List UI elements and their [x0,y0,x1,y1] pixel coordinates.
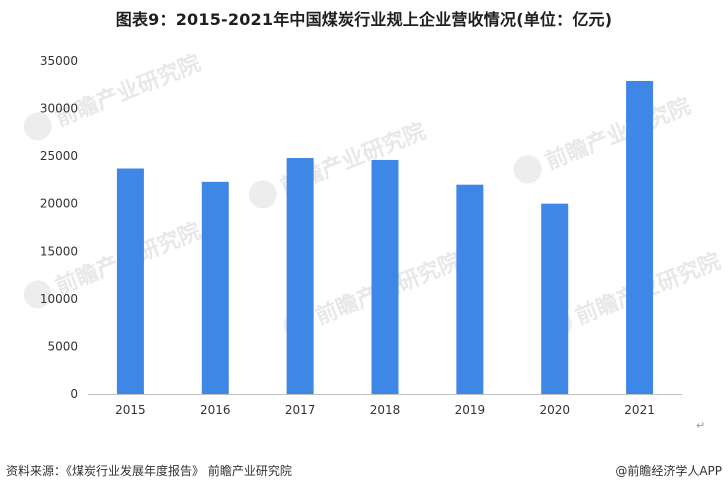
y-tick-label: 30000 [40,102,78,116]
bar [541,203,569,394]
bar [116,168,144,394]
watermark-logo-icon [248,180,277,209]
y-tick-label: 0 [70,387,78,401]
source-note: 资料来源：《煤炭行业发展年度报告》 前瞻产业研究院 [6,464,292,478]
bar [286,158,314,394]
watermark-logo-icon [23,280,52,309]
watermark-logo-icon [23,112,52,141]
watermark-text: 前瞻产业研究院 [542,93,695,175]
y-tick-label: 5000 [47,339,78,353]
y-tick-label: 25000 [40,149,78,163]
x-tick-label: 2017 [285,403,316,417]
x-tick-label: 2021 [624,403,655,417]
x-tick-label: 2019 [455,403,486,417]
watermark: 前瞻产业研究院 [513,93,695,184]
watermark-logo-icon [513,155,542,184]
bar [626,80,654,394]
bar [371,159,399,394]
y-tick-label: 35000 [40,54,78,68]
x-tick-label: 2016 [200,403,231,417]
paragraph-return-icon: ↵ [696,419,706,432]
watermark: 前瞻产业研究院 [248,118,429,209]
y-tick-label: 15000 [40,244,78,258]
y-tick-label: 20000 [40,197,78,211]
x-tick-label: 2015 [115,403,146,417]
bar [201,181,229,394]
chart-title: 图表9：2015-2021年中国煤炭行业规上企业营收情况(单位：亿元) [115,10,613,29]
brand-credit: @前瞻经济学人APP [615,464,722,478]
x-tick-label: 2018 [370,403,401,417]
y-tick-label: 10000 [40,292,78,306]
x-tick-label: 2020 [539,403,570,417]
bar [456,184,484,394]
